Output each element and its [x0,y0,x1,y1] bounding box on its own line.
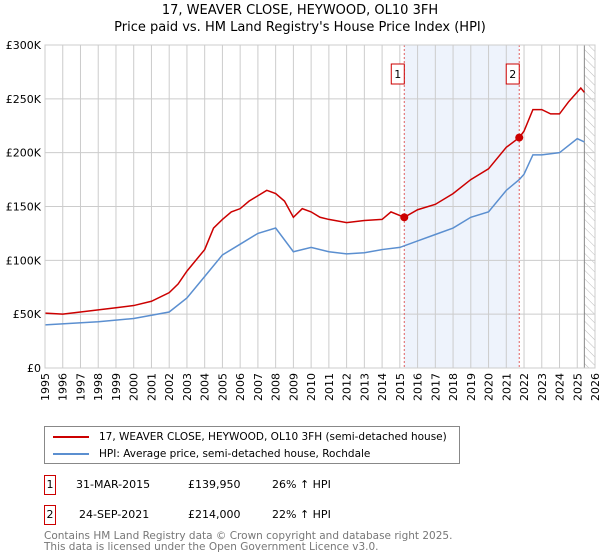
sale-date: 31-MAR-2015 [76,478,151,491]
sale-price: £214,000 [188,508,241,521]
x-tick-label: 2019 [465,373,478,401]
chart-title: 17, WEAVER CLOSE, HEYWOOD, OL10 3FH Pric… [0,2,600,36]
sale-hpi: 22% ↑ HPI [272,508,331,521]
x-tick-label: 2025 [571,373,584,401]
x-tick-label: 2006 [234,373,247,401]
y-tick-label: £150K [6,201,42,214]
y-tick-label: £300K [6,39,42,52]
x-tick-label: 1996 [57,373,70,401]
sale-date: 24-SEP-2021 [79,508,150,521]
x-tick-label: 2009 [287,373,300,401]
title: 17, WEAVER CLOSE, HEYWOOD, OL10 3FH [161,3,439,18]
sale-marker: 1 [44,475,56,495]
sale-row: 2 24-SEP-2021 £214,000 22% ↑ HPI [44,505,464,525]
footer-line: This data is licensed under the Open Gov… [44,541,379,553]
x-tick-label: 1998 [92,373,105,401]
sale-row: 1 31-MAR-2015 £139,950 26% ↑ HPI [44,475,464,495]
series-line [44,137,585,326]
y-tick-label: £50K [13,308,42,321]
x-tick-label: 2021 [500,373,513,401]
legend-label: 17, WEAVER CLOSE, HEYWOOD, OL10 3FH (sem… [99,431,447,443]
x-tick-label: 1997 [74,373,87,401]
price-chart: 1995 1996 1997 1998 1999 2000 2001 2002 2003 2004… [6,39,600,401]
x-tick-label: 2023 [536,373,549,401]
x-tick-label: 2002 [163,373,176,401]
sale-marker: 2 [44,505,56,525]
x-tick-label: 2010 [305,373,318,401]
footer: Contains HM Land Registry data © Crown c… [44,531,452,553]
x-tick-label: 2001 [145,373,158,401]
x-tick-label: 2011 [323,373,336,401]
annotation-label: 2 [509,68,516,81]
annotation-label: 1 [394,68,401,81]
legend-label: HPI: Average price, semi-detached house,… [99,448,371,460]
y-tick-label: £200K [6,147,42,160]
x-tick-label: 2007 [252,373,265,401]
subtitle: Price paid vs. HM Land Registry's House … [114,20,486,35]
sale-point [400,213,409,222]
sale-price: £139,950 [188,478,241,491]
x-tick-label: 2026 [589,373,600,401]
x-tick-label: 2017 [429,373,442,401]
x-tick-label: 2013 [358,373,371,401]
x-tick-label: 2020 [483,373,496,401]
x-tick-label: 2008 [270,373,283,401]
series-line [44,86,585,315]
y-tick-label: £0 [27,362,41,375]
x-tick-label: 2024 [554,373,567,401]
annotation-box [390,63,405,85]
annotation-box [505,63,520,85]
x-tick-label: 2016 [412,373,425,401]
legend-item-hpi: HPI: Average price, semi-detached house,… [53,446,370,462]
x-tick-label: 1999 [110,373,123,401]
x-tick-label: 2018 [447,373,460,401]
x-tick-label: 2022 [518,373,531,401]
sale-point [515,133,524,142]
x-tick-label: 2014 [376,373,389,401]
x-tick-label: 2000 [128,373,141,401]
footer-line: Contains HM Land Registry data © Crown c… [44,530,453,542]
plot-frame [44,44,596,369]
sale-hpi: 26% ↑ HPI [272,478,331,491]
legend: 17, WEAVER CLOSE, HEYWOOD, OL10 3FH (sem… [44,426,460,464]
x-tick-label: 2005 [216,373,229,401]
x-tick-label: 1995 [39,373,52,401]
x-tick-label: 2015 [394,373,407,401]
x-tick-label: 2004 [199,373,212,401]
x-tick-label: 2003 [181,373,194,401]
y-tick-label: £100K [6,254,42,267]
y-tick-label: £250K [6,93,42,106]
legend-item-property: 17, WEAVER CLOSE, HEYWOOD, OL10 3FH (sem… [53,429,447,445]
x-tick-label: 2012 [341,373,354,401]
